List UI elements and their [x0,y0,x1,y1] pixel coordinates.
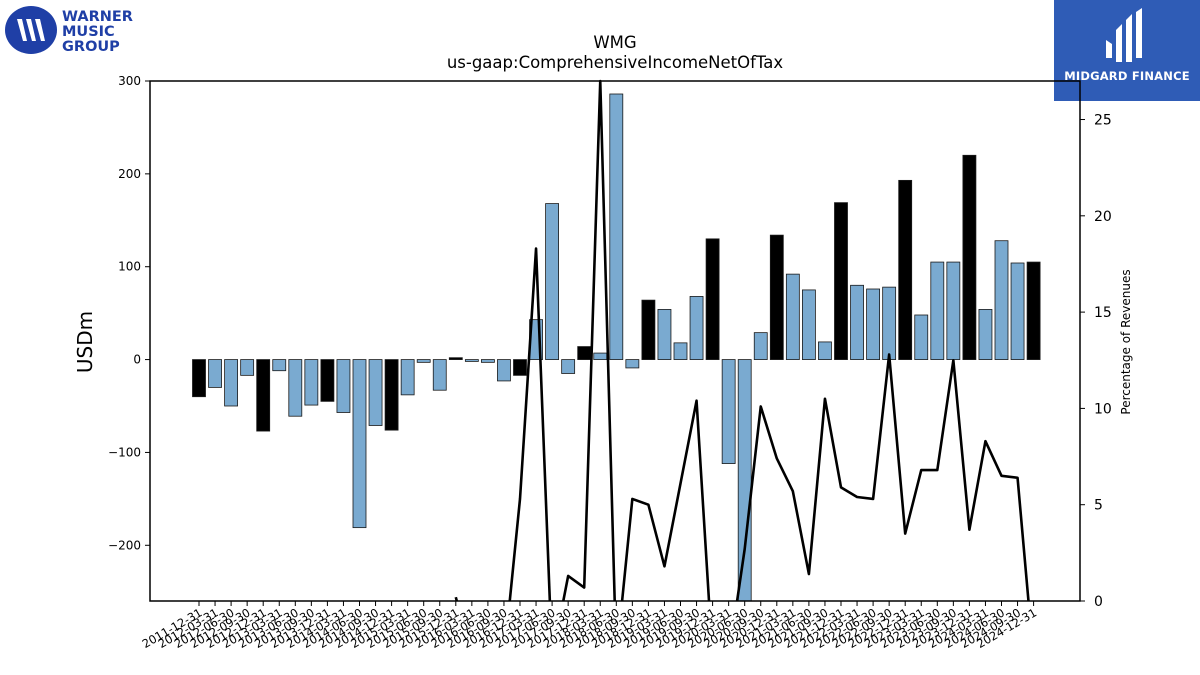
chart-title: WMG [593,33,637,52]
bar-2013-03-31 [272,359,287,372]
bar-2021-12-31 [834,202,848,360]
bar-2015-09-30 [432,359,447,391]
bar-2024-06-30 [994,240,1009,360]
bar-2020-06-30 [737,359,752,602]
warner-music-group-logo: WARNER MUSIC GROUP [5,5,140,55]
bar-2016-03-31 [464,359,479,362]
bar-2014-09-30 [368,359,383,426]
bar-2022-12-31 [898,179,913,360]
bar-2015-12-31 [448,357,463,360]
bar-2015-06-30 [416,359,431,363]
bar-2018-06-30 [609,93,624,360]
bar-2022-09-30 [882,286,897,360]
bar-2022-03-31 [850,284,864,360]
bar-2012-12-31 [256,359,271,432]
bar-2024-12-31 [1026,261,1041,360]
y-tick-label: −200 [108,538,141,552]
bar-2017-12-31 [577,346,592,360]
bar-2019-09-30 [689,296,704,360]
bar-2023-03-31 [914,314,929,360]
logo-line-1: WARNER [62,9,133,25]
y2-tick-label: 15 [1094,305,1112,321]
y2-tick-label: 20 [1094,209,1112,225]
y-tick-label: 200 [118,167,141,181]
bar-2014-06-30 [352,359,367,529]
y-tick-label: 300 [118,74,141,88]
midgard-finance-logo: MIDGARD FINANCE [1054,0,1200,101]
y-axis-label: USDm [73,311,97,373]
bar-2022-06-30 [866,288,880,360]
y2-tick-label: 5 [1094,498,1103,514]
y2-tick-label: 10 [1094,401,1112,417]
bar-2021-09-30 [818,341,832,360]
bar-2021-03-31 [785,273,800,360]
logo-line-2: MUSIC [62,24,115,40]
bar-2013-09-30 [304,359,319,406]
line-percentage-of-revenues [454,79,1030,601]
bar-2019-03-31 [657,309,672,360]
bar-2011-12-31 [192,359,206,398]
bar-2013-12-31 [320,359,335,402]
bar-2016-06-30 [480,359,495,363]
bar-2021-06-30 [802,289,816,360]
bar-2018-12-31 [641,299,656,360]
bar-2023-09-30 [946,261,961,360]
warner-music-logo-icon: WARNER MUSIC GROUP [5,6,133,55]
bar-2020-03-31 [721,359,736,464]
bar-2017-09-30 [561,359,576,374]
bar-2018-03-31 [593,352,608,360]
bar-2015-03-31 [400,359,415,396]
y-tick-label: −100 [108,445,141,459]
bar-2012-09-30 [240,359,255,376]
chart-subtitle: us-gaap:ComprehensiveIncomeNetOfTax [446,53,784,72]
y2-tick-label: 0 [1094,594,1103,610]
y2-axis-label: Percentage of Revenues [1119,269,1133,414]
bar-2012-03-31 [208,359,222,388]
bar-2019-06-30 [673,342,688,360]
bar-2024-03-31 [978,309,993,360]
midgard-finance-label: MIDGARD FINANCE [1064,69,1190,83]
logo-line-3: GROUP [62,39,120,55]
bar-2019-12-31 [705,238,720,360]
bar-2016-09-30 [497,359,511,382]
bar-2013-06-30 [288,359,303,417]
bar-2020-09-30 [753,332,768,360]
bar-2014-12-31 [384,359,399,431]
bar-2014-03-31 [336,359,351,413]
bar-2018-09-30 [625,359,640,369]
bar-2020-12-31 [769,234,784,360]
midgard-emblem-icon [1106,8,1142,62]
bar-2016-12-31 [513,359,527,376]
y-tick-label: 0 [133,353,141,367]
plot-frame [149,80,1081,602]
bar-2017-06-30 [545,203,559,360]
bar-2023-06-30 [930,261,945,360]
y-tick-label: 100 [118,260,141,274]
y2-tick-label: 25 [1094,113,1112,129]
bar-2024-09-30 [1010,262,1025,360]
bar-2012-06-30 [224,359,239,407]
bar-2023-12-31 [962,154,977,360]
